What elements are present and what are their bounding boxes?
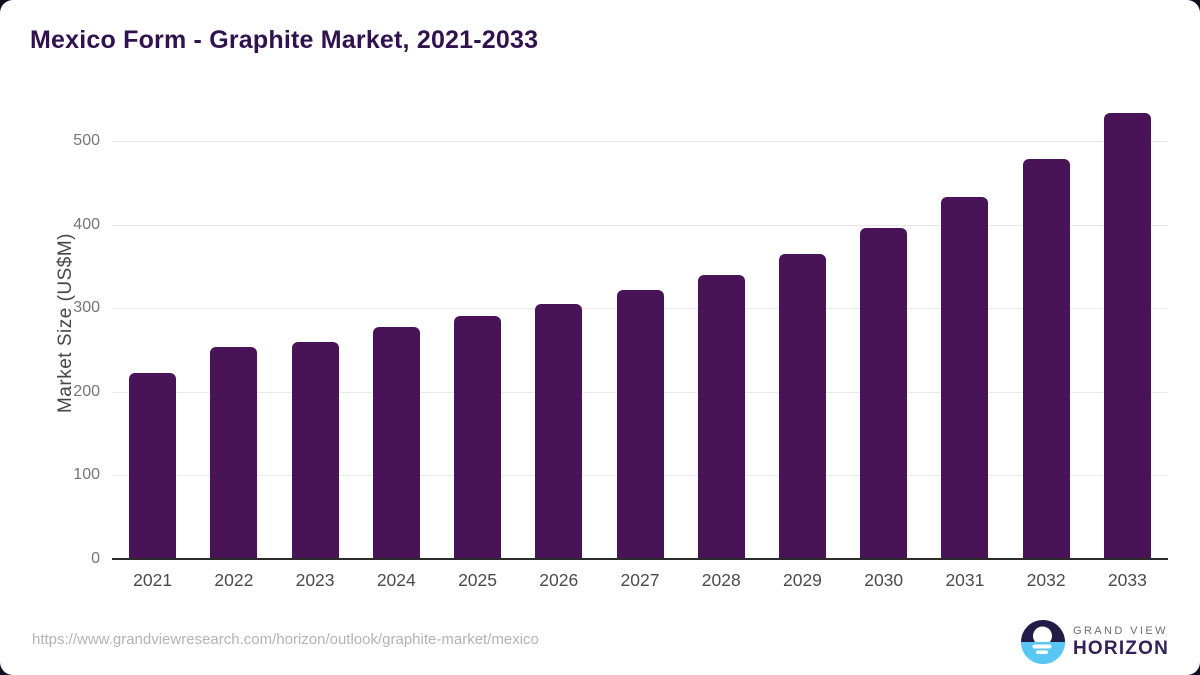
x-tick-label-2032: 2032 <box>1026 570 1066 590</box>
x-tick-label-2026: 2026 <box>539 570 579 590</box>
y-tick-label-200: 200 <box>73 382 100 400</box>
x-tick-label-2025: 2025 <box>458 570 497 590</box>
gridline-400 <box>112 224 1168 226</box>
y-tick-label-0: 0 <box>91 550 100 567</box>
logo-text: GRAND VIEW HORIZON <box>1073 625 1169 659</box>
y-tick-label-300: 300 <box>73 299 100 317</box>
x-tick-label-2031: 2031 <box>945 570 985 590</box>
logo-text-horizon: HORIZON <box>1073 637 1170 659</box>
bar-2032[interactable] <box>1022 159 1070 559</box>
x-tick-label-2022: 2022 <box>214 570 254 590</box>
grand-view-horizon-logo: GRAND VIEW HORIZON <box>1020 618 1169 665</box>
bar-2030[interactable] <box>860 227 908 559</box>
x-tick-label-2021: 2021 <box>133 570 173 590</box>
x-axis-line <box>112 558 1168 560</box>
logo-text-grand-view: GRAND VIEW <box>1073 624 1168 637</box>
bar-2021[interactable] <box>129 373 177 559</box>
y-tick-label-100: 100 <box>73 466 100 484</box>
chart-title: Mexico Form - Graphite Market, 2021-2033 <box>30 26 539 54</box>
bar-2024[interactable] <box>372 326 420 559</box>
bar-2026[interactable] <box>535 304 583 559</box>
bar-2033[interactable] <box>1103 112 1151 559</box>
x-tick-label-2029: 2029 <box>782 570 822 590</box>
bar-2028[interactable] <box>697 274 745 559</box>
x-tick-label-2028: 2028 <box>701 570 741 590</box>
x-tick-label-2030: 2030 <box>864 570 904 590</box>
bar-2027[interactable] <box>616 289 664 559</box>
bar-2023[interactable] <box>291 341 339 559</box>
y-tick-label-500: 500 <box>73 132 100 149</box>
horizon-logo-icon <box>1021 619 1065 664</box>
x-tick-label-2023: 2023 <box>295 570 335 590</box>
bar-2029[interactable] <box>778 253 826 559</box>
bar-2025[interactable] <box>454 315 502 559</box>
x-tick-label-2027: 2027 <box>620 570 660 590</box>
source-url: https://www.grandviewresearch.com/horizo… <box>32 631 539 648</box>
y-tick-label-400: 400 <box>73 215 100 233</box>
x-tick-label-2033: 2033 <box>1107 570 1147 590</box>
x-tick-label-2024: 2024 <box>376 570 416 590</box>
gridline-500 <box>112 141 1168 142</box>
bar-2022[interactable] <box>210 346 258 559</box>
bar-2031[interactable] <box>941 197 989 559</box>
